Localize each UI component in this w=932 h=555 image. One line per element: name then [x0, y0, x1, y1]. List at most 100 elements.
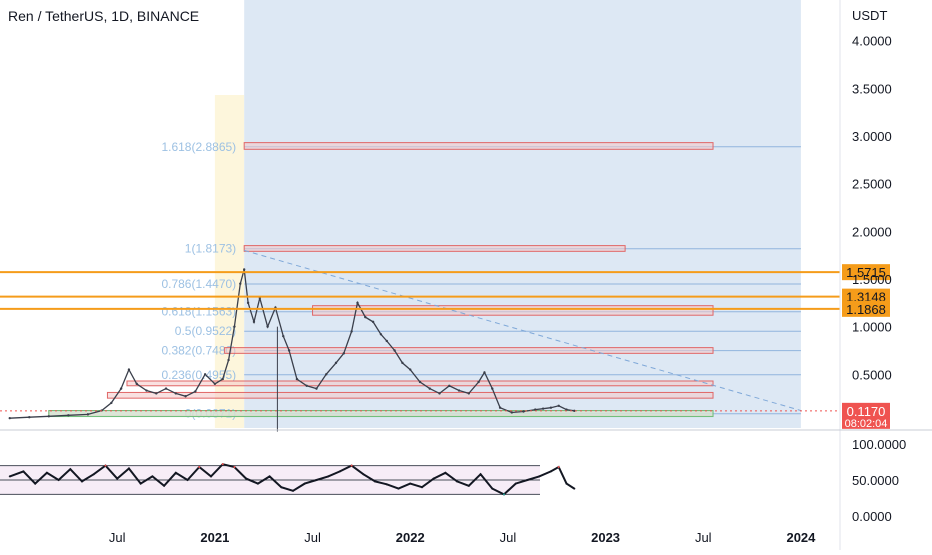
price-point: [565, 408, 568, 411]
rsi-tick-label: 0.0000: [852, 509, 892, 524]
rsi-point: [151, 475, 154, 478]
price-point: [47, 415, 51, 418]
rsi-point: [350, 464, 353, 467]
price-tick-label: 4.0000: [852, 34, 892, 49]
price-point: [418, 380, 422, 384]
highlight-zone: [214, 95, 245, 428]
price-point: [239, 282, 242, 285]
fib-zone-box: [243, 142, 714, 150]
base-zone-box: [48, 410, 714, 418]
price-point: [174, 392, 178, 395]
time-tick-label: 2024: [786, 530, 816, 545]
price-point: [164, 387, 168, 390]
fib-label: 0.5(0.9522): [175, 324, 236, 338]
rsi-line: [9, 463, 575, 496]
rsi-point: [8, 475, 11, 478]
rsi-point: [57, 479, 60, 481]
rsi-point: [280, 486, 283, 489]
price-point: [483, 371, 486, 374]
price-point: [557, 404, 560, 407]
rsi-tick-label: 50.0000: [852, 473, 899, 488]
countdown-label: 08:02:04: [845, 418, 888, 430]
rsi-point: [491, 487, 494, 490]
rsi-point: [209, 475, 212, 478]
rsi-point: [315, 479, 318, 481]
price-point: [184, 395, 187, 398]
rsi-point: [338, 470, 341, 473]
price-point: [145, 389, 148, 392]
orange-level-label: 1.1868: [846, 302, 886, 317]
fib-label: 0.236(0.4955): [161, 368, 236, 382]
fib-label: 0.382(0.7480): [161, 344, 236, 358]
time-tick-label: Jul: [304, 530, 321, 545]
rsi-point: [557, 466, 560, 469]
rsi-point: [22, 470, 25, 473]
rsi-point: [565, 482, 568, 485]
orange-level-tag: [842, 288, 890, 305]
time-tick-label: 2021: [200, 530, 229, 545]
rsi-point: [432, 477, 435, 480]
price-point: [305, 384, 308, 387]
price-point: [573, 409, 576, 413]
price-tick-label: 2.0000: [852, 224, 892, 239]
current-price-label: 0.1170: [847, 404, 886, 419]
rsi-point: [256, 482, 259, 485]
rsi-point: [385, 483, 388, 486]
fib-label: 1(1.8173): [185, 242, 236, 256]
price-point: [135, 382, 138, 386]
rsi-point: [174, 471, 177, 474]
price-series: [0, 268, 840, 432]
price-point: [477, 380, 480, 384]
rsi-point: [292, 489, 295, 492]
price-point: [203, 373, 207, 376]
price-point: [194, 390, 197, 393]
price-point: [491, 387, 494, 390]
rsi-tick-label: 100.0000: [852, 437, 906, 452]
rsi-point: [186, 479, 189, 481]
price-point: [385, 339, 388, 343]
rsi-point: [233, 466, 236, 469]
chart-title: Ren / TetherUS, 1D, BINANCE: [8, 8, 200, 24]
rsi-point: [221, 463, 224, 466]
price-point: [371, 320, 375, 324]
price-point: [295, 377, 299, 381]
chart-background: [214, 0, 801, 428]
price-axis-unit: USDT: [852, 8, 888, 23]
time-tick-label: Jul: [695, 530, 712, 545]
price-tick-label: 3.5000: [852, 81, 892, 96]
rsi-point: [479, 473, 482, 476]
price-point: [155, 392, 158, 395]
price-point: [266, 325, 269, 328]
price-point: [364, 315, 367, 319]
price-point: [457, 389, 461, 392]
trend-line: [244, 249, 802, 412]
price-point: [110, 401, 113, 405]
rsi-point: [397, 487, 400, 490]
rsi-point: [420, 486, 423, 489]
rsi-point: [116, 477, 119, 480]
price-point: [438, 392, 441, 395]
price-point: [8, 416, 11, 420]
price-point: [119, 387, 123, 390]
price-point: [246, 301, 250, 305]
price-point: [356, 301, 359, 305]
orange-level-tag: [842, 264, 890, 281]
fib-zone-box: [243, 245, 626, 252]
price-tick-label: 3.0000: [852, 129, 892, 144]
rsi-point: [467, 484, 470, 487]
rsi-point: [163, 484, 166, 487]
rsi-point: [456, 480, 459, 483]
rsi-point: [34, 482, 37, 485]
price-point: [127, 368, 131, 371]
price-point: [325, 373, 328, 376]
rsi-point: [374, 480, 377, 483]
fib-zone-box: [312, 305, 714, 316]
time-tick-label: Jul: [109, 530, 126, 545]
rsi-point: [81, 480, 84, 483]
rsi-point: [104, 464, 107, 467]
rsi-point: [139, 482, 142, 485]
price-point: [350, 330, 353, 333]
price-point: [401, 361, 404, 365]
